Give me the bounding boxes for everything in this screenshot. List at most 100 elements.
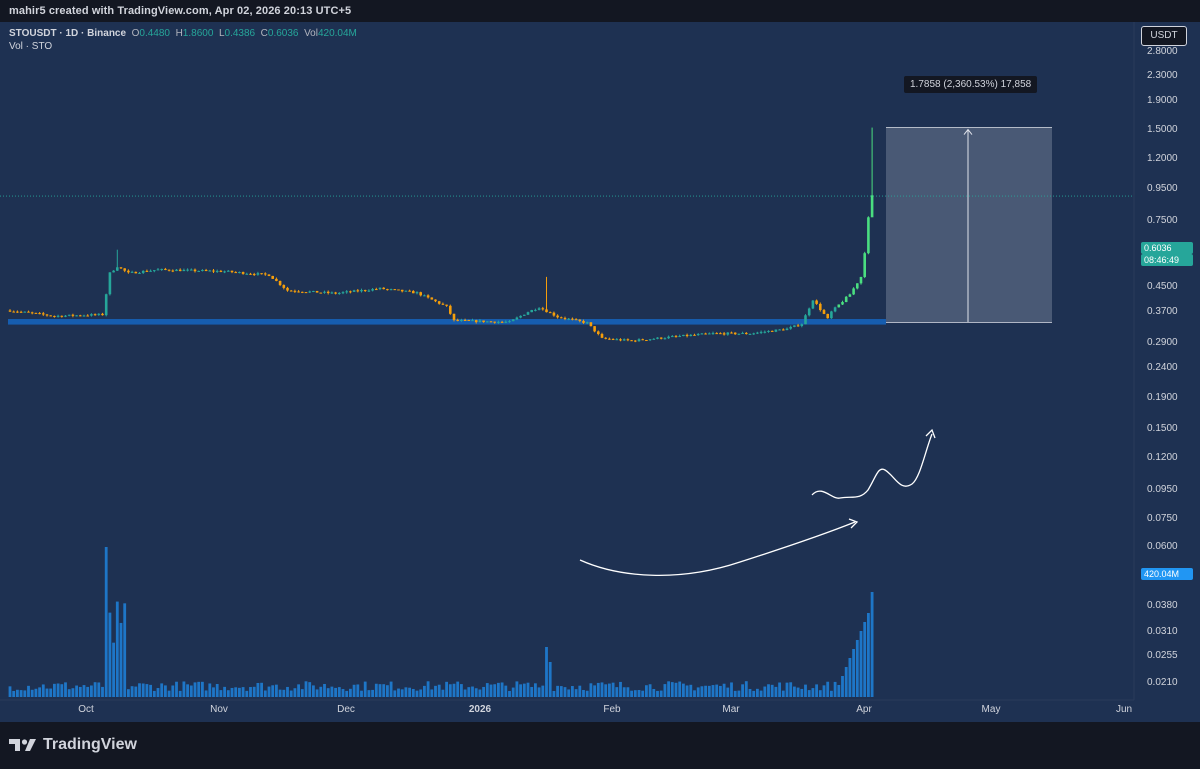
- volume-bar: [685, 685, 689, 697]
- candle-body: [201, 270, 204, 272]
- candle-body: [467, 320, 471, 322]
- volume-bar: [434, 685, 437, 697]
- candle-body: [123, 268, 126, 271]
- volume-bar: [389, 681, 393, 697]
- candle-body: [349, 291, 352, 293]
- volume-bar: [478, 689, 482, 697]
- low-label: L: [218, 28, 225, 39]
- candle-body: [164, 268, 167, 270]
- candle-body: [360, 290, 363, 292]
- candle-body: [826, 313, 829, 319]
- currency-button[interactable]: USDT: [1141, 26, 1187, 46]
- candle-body: [119, 267, 123, 269]
- candle-body: [219, 270, 223, 272]
- volume-bar: [460, 684, 463, 697]
- volume-bar: [504, 685, 508, 697]
- candle-body: [319, 292, 323, 294]
- candle-body: [715, 333, 718, 335]
- candle-body: [441, 303, 445, 305]
- volume-bar: [622, 687, 626, 697]
- candle-body: [678, 336, 681, 338]
- volume-bar: [90, 685, 93, 697]
- volume-bar: [563, 687, 567, 697]
- candle-body: [563, 317, 567, 319]
- candle-body: [782, 329, 785, 331]
- volume-bar: [837, 685, 841, 697]
- candle-body: [463, 319, 467, 321]
- volume-bar: [833, 681, 837, 697]
- candle-body: [844, 296, 848, 303]
- volume-bar: [34, 688, 38, 697]
- candle-body: [27, 311, 30, 313]
- volume-bar: [541, 685, 545, 697]
- chart-area[interactable]: 2.8000 2.3000 1.9000 1.5000 1.2000 0.9500 0.75…: [0, 22, 1200, 722]
- candle-body: [404, 290, 408, 292]
- candle-body: [197, 270, 200, 272]
- candle-body: [304, 292, 308, 294]
- volume-bar: [678, 681, 682, 697]
- volume-bar: [804, 684, 807, 697]
- candle-body: [408, 290, 411, 292]
- candle-body: [471, 320, 474, 322]
- time-tick-label: Dec: [337, 704, 355, 715]
- candle-body: [38, 313, 41, 315]
- brand[interactable]: TradingView: [9, 736, 137, 754]
- volume-bar: [548, 662, 552, 697]
- measure-arrow-head: [963, 128, 973, 135]
- candle-body: [622, 339, 626, 341]
- volume-bar: [626, 687, 630, 697]
- candle-body: [267, 274, 271, 276]
- price-tick-label: 0.7500: [1147, 215, 1178, 226]
- candle-body: [42, 313, 45, 315]
- candle-body: [45, 314, 49, 316]
- volume-bar: [515, 681, 519, 697]
- volume-bar: [633, 690, 637, 697]
- candle-body: [641, 339, 644, 341]
- volume-bar: [559, 686, 563, 697]
- volume-bar: [593, 685, 596, 697]
- volume-bar: [297, 684, 300, 697]
- close-label: C: [260, 28, 268, 39]
- support-zone: [8, 319, 886, 325]
- volume-bar: [397, 688, 400, 697]
- candle-body: [271, 275, 274, 279]
- candle-body: [149, 270, 152, 272]
- projection-arrow: [811, 433, 933, 499]
- candle-body: [301, 291, 304, 293]
- volume-bar: [16, 689, 19, 697]
- volume-bar: [371, 689, 374, 697]
- candle-body: [793, 325, 796, 327]
- time-tick-label: Oct: [78, 704, 94, 715]
- candle-body: [67, 314, 71, 316]
- candle-body: [252, 274, 256, 276]
- volume-bar: [386, 685, 389, 697]
- volume-bar: [308, 682, 312, 697]
- candle-body: [134, 271, 138, 274]
- candle-body: [153, 270, 156, 272]
- price-chart[interactable]: 2.8000 2.3000 1.9000 1.5000 1.2000 0.9500 0.75…: [0, 22, 1200, 722]
- candle-body: [645, 339, 648, 341]
- volume-bar: [319, 686, 323, 697]
- candle-body: [8, 310, 12, 312]
- volume-bar: [848, 658, 852, 697]
- volume-bar: [582, 689, 585, 697]
- volume-bar: [141, 683, 145, 697]
- candle-body: [308, 291, 311, 293]
- candle-body: [815, 300, 818, 304]
- volume-bar: [178, 690, 182, 697]
- volume-bar: [204, 690, 208, 697]
- volume-bar: [482, 686, 485, 697]
- volume-bar: [323, 683, 326, 697]
- candle-body: [615, 339, 619, 341]
- candle-body: [367, 290, 371, 292]
- volume-bar: [423, 685, 426, 697]
- volume-bar: [571, 686, 574, 697]
- volume-bar: [870, 592, 874, 697]
- volume-bar: [56, 683, 60, 697]
- price-tick-label: 1.2000: [1147, 153, 1178, 164]
- volume-bar: [104, 547, 108, 697]
- projection-arrow-head: [925, 428, 936, 439]
- candle-body: [412, 291, 415, 294]
- candle-body: [445, 304, 448, 306]
- volume-bar: [415, 690, 419, 697]
